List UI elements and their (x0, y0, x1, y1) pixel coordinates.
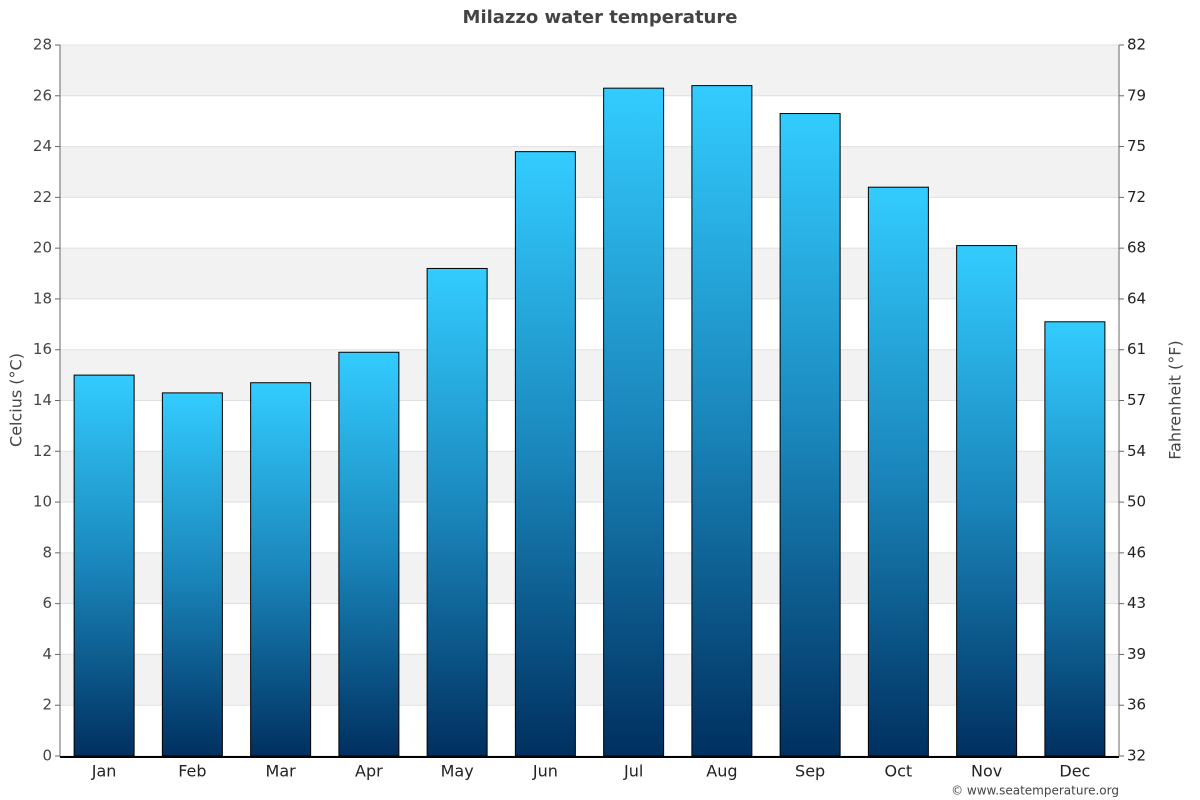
x-tick-label: Jun (532, 762, 558, 781)
bar (867, 186, 929, 757)
bar (956, 245, 1018, 757)
x-tick-label: Sep (795, 762, 825, 781)
x-tick-label: Aug (706, 762, 737, 781)
y2-tick-label: 54 (1127, 442, 1146, 460)
y2-tick-label: 72 (1127, 188, 1146, 206)
bar (514, 151, 576, 757)
bar (161, 392, 223, 757)
y2-axis-label: Fahrenheit (°F) (1166, 340, 1185, 459)
bar (779, 113, 841, 757)
bar (691, 85, 753, 757)
y2-tick-label: 61 (1127, 340, 1146, 358)
y2-tick-label: 36 (1127, 696, 1146, 714)
plot-background (60, 44, 1119, 757)
x-tick-label: Dec (1059, 762, 1090, 781)
bar (1044, 321, 1106, 757)
y-tick-label: 28 (33, 36, 52, 54)
y-tick-label: 14 (33, 391, 52, 409)
x-tick-label: Jan (91, 762, 117, 781)
x-tick-label: Apr (355, 762, 383, 781)
x-tick-label: Nov (971, 762, 1002, 781)
y-tick-label: 10 (33, 493, 52, 511)
y-tick-label: 26 (33, 86, 52, 104)
y-tick-label: 12 (33, 442, 52, 460)
y-tick-label: 2 (42, 696, 52, 714)
credit: © www.seatemperature.org (951, 784, 1119, 798)
band (60, 146, 1119, 198)
y2-tick-label: 68 (1127, 239, 1146, 257)
x-tick-label: Oct (885, 762, 913, 781)
y2-tick-label: 39 (1127, 645, 1146, 663)
band (60, 552, 1119, 604)
band (60, 451, 1119, 503)
bar (338, 351, 400, 757)
bar (426, 267, 488, 757)
y-tick-label: 0 (42, 747, 52, 765)
bar (250, 382, 312, 757)
bar (73, 374, 135, 757)
y2-tick-label: 79 (1127, 86, 1146, 104)
band (60, 248, 1119, 299)
y2-tick-label: 82 (1127, 36, 1146, 54)
y-tick-label: 8 (42, 543, 52, 561)
y2-tick-label: 46 (1127, 543, 1146, 561)
band (60, 654, 1119, 706)
y-tick-label: 18 (33, 289, 52, 307)
chart-title: Milazzo water temperature (463, 7, 738, 28)
y-tick-label: 6 (42, 594, 52, 612)
x-tick-label: May (441, 762, 474, 781)
x-tick-label: Jul (623, 762, 643, 781)
y-tick-label: 16 (33, 340, 52, 358)
y2-tick-label: 57 (1127, 391, 1146, 409)
y2-tick-label: 43 (1127, 594, 1146, 612)
y-tick-label: 20 (33, 239, 52, 257)
y-tick-label: 4 (42, 645, 52, 663)
y2-tick-label: 50 (1127, 493, 1146, 511)
y2-tick-label: 32 (1127, 747, 1146, 765)
y-tick-label: 24 (33, 137, 52, 155)
x-tick-label: Feb (178, 762, 206, 781)
y-axis-label: Celcius (°C) (7, 353, 26, 447)
band (60, 45, 1119, 96)
bar (603, 87, 665, 757)
y2-tick-label: 64 (1127, 289, 1146, 307)
y2-tick-label: 75 (1127, 137, 1146, 155)
band (60, 349, 1119, 401)
y-tick-label: 22 (33, 188, 52, 206)
x-tick-label: Mar (266, 762, 297, 781)
